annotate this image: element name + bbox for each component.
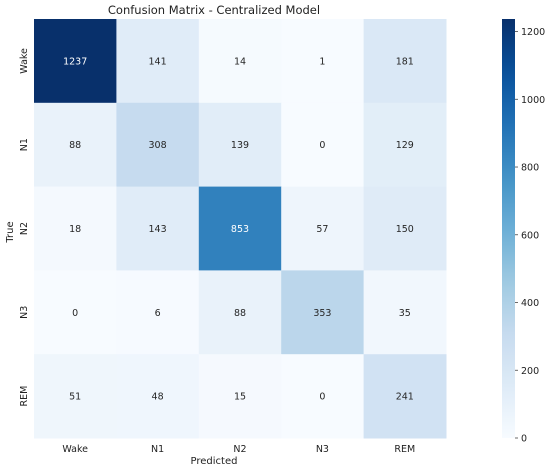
heatmap-cell: [281, 186, 365, 271]
colorbar-tick-label: 400: [521, 298, 539, 309]
cell-value-label: 0: [72, 308, 78, 319]
cell-value-label: 141: [149, 56, 167, 67]
colorbar: [502, 19, 515, 438]
cell-value-label: 88: [234, 308, 246, 319]
cell-value-label: 353: [313, 308, 331, 319]
y-tick-label: N2: [19, 222, 30, 235]
heatmap-cell: [363, 270, 447, 355]
cell-value-label: 308: [149, 140, 167, 151]
cell-value-label: 129: [396, 140, 414, 151]
colorbar-tick-label: 800: [521, 163, 539, 174]
colorbar-tick-label: 0: [521, 434, 527, 445]
heatmap-cell: [363, 102, 447, 188]
x-tick-label: N1: [151, 444, 164, 455]
heatmap-cell: [34, 186, 117, 271]
heatmap-cell: [281, 19, 365, 104]
cell-value-label: 1237: [63, 56, 87, 67]
x-tick-label: N3: [316, 444, 329, 455]
cell-value-label: 18: [69, 224, 81, 235]
heatmap-cell: [116, 19, 200, 104]
heatmap-cell: [198, 354, 282, 439]
cell-value-label: 853: [231, 224, 249, 235]
y-tick-label: REM: [19, 386, 30, 407]
cell-value-label: 51: [69, 392, 81, 403]
cell-value-label: 15: [234, 392, 246, 403]
cell-value-label: 139: [231, 140, 249, 151]
heatmap-cell: [198, 270, 282, 355]
colorbar-tick-label: 1200: [521, 27, 545, 38]
cell-value-label: 0: [319, 140, 325, 151]
x-axis-label: Predicted: [191, 456, 238, 467]
heatmap-cell: [281, 354, 365, 439]
heatmap-cell: [34, 270, 117, 355]
y-tick-label: Wake: [19, 48, 30, 74]
heatmap-cell: [34, 102, 117, 188]
heatmap-cell: [363, 354, 447, 439]
heatmap-cell: [34, 354, 117, 439]
cell-value-label: 35: [399, 308, 411, 319]
y-tick-label: N1: [19, 138, 30, 151]
cell-value-label: 6: [155, 308, 161, 319]
chart-title: Confusion Matrix - Centralized Model: [108, 3, 320, 17]
heatmap-cell: [116, 102, 200, 188]
x-tick-label: REM: [394, 444, 415, 455]
heatmap-cell: [363, 186, 447, 271]
x-tick-label: Wake: [62, 444, 88, 455]
heatmap-cell: [363, 19, 447, 104]
cell-value-label: 150: [396, 224, 414, 235]
cell-value-label: 88: [69, 140, 81, 151]
cell-value-label: 241: [396, 392, 414, 403]
cell-value-label: 1: [319, 56, 325, 67]
colorbar-tick-label: 600: [521, 230, 539, 241]
cell-value-label: 48: [152, 392, 164, 403]
colorbar-tick-label: 200: [521, 366, 539, 377]
y-axis-label: True: [5, 221, 16, 243]
cell-value-label: 0: [319, 392, 325, 403]
cell-value-label: 181: [396, 56, 414, 67]
heatmap-cell: [198, 186, 282, 271]
heatmap-cell: [116, 354, 200, 439]
x-tick-labels: Wake N1 N2 N3 REM: [62, 444, 415, 455]
colorbar-tick-label: 1000: [521, 95, 545, 106]
cell-value-label: 143: [149, 224, 167, 235]
heatmap-cell: [116, 186, 200, 271]
heatmap-cell: [198, 19, 282, 104]
y-tick-label: N3: [19, 306, 30, 319]
heatmap-cell: [116, 270, 200, 355]
cell-value-label: 14: [234, 56, 246, 67]
heatmap-cell: [281, 102, 365, 188]
cell-value-label: 57: [316, 224, 328, 235]
heatmap-cell: [198, 102, 282, 188]
heatmap-cells: [34, 19, 447, 439]
heatmap-cell: [281, 270, 365, 355]
y-tick-labels: Wake N1 N2 N3 REM: [19, 48, 30, 407]
x-tick-label: N2: [233, 444, 246, 455]
colorbar-tick-labels: 0 200 400 600 800 1000 1200: [515, 27, 545, 445]
heatmap-cell: [34, 19, 117, 104]
